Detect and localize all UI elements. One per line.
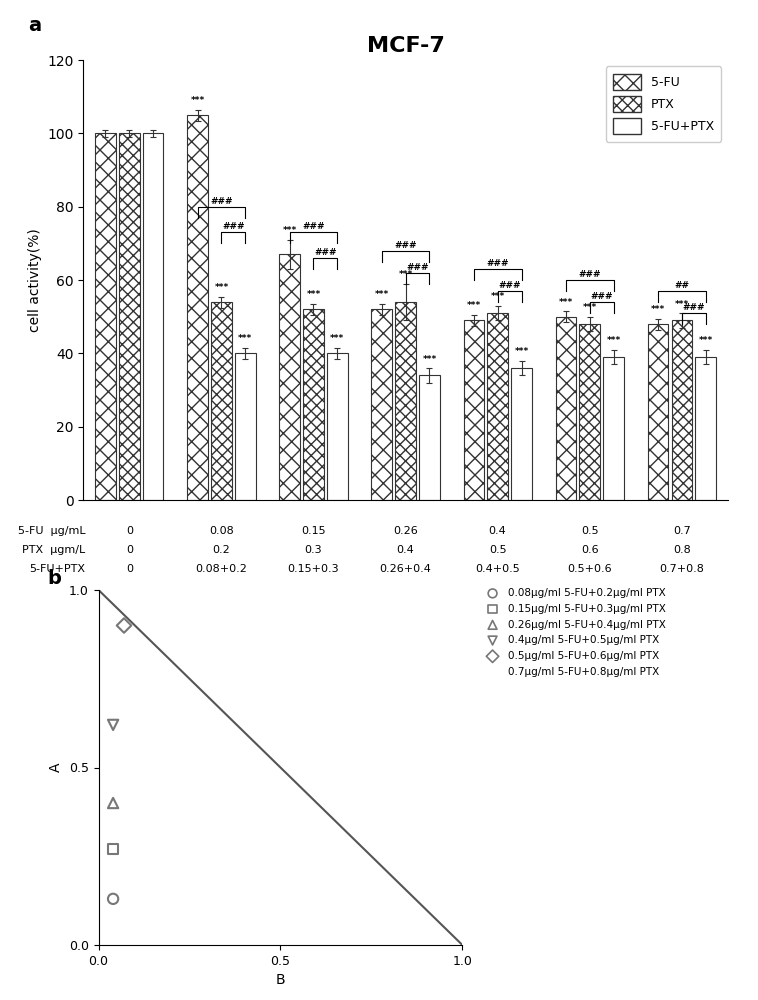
Title: MCF-7: MCF-7 <box>367 36 444 56</box>
Text: ***: *** <box>515 347 528 356</box>
Text: ***: *** <box>650 305 665 314</box>
Text: 0.4+0.5: 0.4+0.5 <box>475 564 520 574</box>
Text: 0.26: 0.26 <box>393 526 418 536</box>
Text: b: b <box>48 569 61 588</box>
Bar <box>579 324 600 500</box>
Bar <box>512 368 531 500</box>
Legend: 0.08μg/ml 5-FU+0.2μg/ml PTX, 0.15μg/ml 5-FU+0.3μg/ml PTX, 0.26μg/ml 5-FU+0.4μg/m: 0.08μg/ml 5-FU+0.2μg/ml PTX, 0.15μg/ml 5… <box>482 588 666 677</box>
Text: ***: *** <box>582 303 597 312</box>
Text: ###: ### <box>210 197 233 206</box>
Legend: 5-FU, PTX, 5-FU+PTX: 5-FU, PTX, 5-FU+PTX <box>606 66 722 142</box>
Point <box>107 795 119 811</box>
Bar <box>371 309 392 500</box>
Text: ***: *** <box>306 290 321 299</box>
Text: 0.7+0.8: 0.7+0.8 <box>659 564 704 574</box>
Text: 0: 0 <box>126 545 133 555</box>
Text: ***: *** <box>559 298 573 307</box>
Text: 0: 0 <box>126 526 133 536</box>
Text: 0.3: 0.3 <box>305 545 322 555</box>
Text: 0.5: 0.5 <box>581 526 598 536</box>
Text: ###: ### <box>394 241 417 250</box>
Text: ***: *** <box>466 301 481 310</box>
Text: ###: ### <box>222 222 245 231</box>
Bar <box>96 133 115 500</box>
Text: ***: *** <box>490 292 505 301</box>
Text: ***: *** <box>215 283 229 292</box>
Text: 0.08+0.2: 0.08+0.2 <box>196 564 247 574</box>
Point <box>107 841 119 857</box>
Text: 0: 0 <box>126 564 133 574</box>
Text: ***: *** <box>283 226 296 235</box>
Y-axis label: A: A <box>49 763 63 772</box>
Text: 0.15: 0.15 <box>301 526 326 536</box>
Text: ###: ### <box>682 303 705 312</box>
Bar <box>119 133 139 500</box>
Point <box>409 760 421 776</box>
Text: 0.7: 0.7 <box>673 526 691 536</box>
Text: ###: ### <box>578 270 601 279</box>
Text: 0.08: 0.08 <box>209 526 233 536</box>
Bar <box>235 353 255 500</box>
Text: 0.2: 0.2 <box>212 545 230 555</box>
Text: ***: *** <box>190 96 205 105</box>
Text: ###: ### <box>315 248 337 257</box>
Bar <box>647 324 668 500</box>
Bar <box>327 353 347 500</box>
Text: ***: *** <box>675 300 689 309</box>
Text: ***: *** <box>422 355 437 364</box>
Text: 0.26+0.4: 0.26+0.4 <box>380 564 431 574</box>
Bar <box>143 133 164 500</box>
Text: ***: *** <box>374 290 389 299</box>
X-axis label: B: B <box>276 973 285 987</box>
Y-axis label: cell activity(%): cell activity(%) <box>28 228 42 332</box>
Bar <box>487 313 508 500</box>
Text: ***: *** <box>399 270 412 279</box>
Text: ###: ### <box>302 222 324 231</box>
Bar <box>211 302 232 500</box>
Text: 0.8: 0.8 <box>673 545 691 555</box>
Text: ###: ### <box>590 292 612 301</box>
Bar <box>396 302 415 500</box>
Text: PTX  μgm/L: PTX μgm/L <box>22 545 85 555</box>
Point <box>107 891 119 907</box>
Bar <box>303 309 324 500</box>
Bar <box>280 254 299 500</box>
Text: 0.15+0.3: 0.15+0.3 <box>288 564 340 574</box>
Bar <box>187 115 208 500</box>
Bar <box>603 357 624 500</box>
Text: a: a <box>29 16 42 35</box>
Text: 5-FU  μg/mL: 5-FU μg/mL <box>17 526 85 536</box>
Point <box>107 717 119 733</box>
Text: 0.6: 0.6 <box>581 545 598 555</box>
Text: 0.4: 0.4 <box>489 526 506 536</box>
Text: 5-FU+PTX: 5-FU+PTX <box>30 564 85 574</box>
Bar <box>672 320 692 500</box>
Text: ##: ## <box>674 281 689 290</box>
Bar <box>419 375 440 500</box>
Text: ***: *** <box>606 336 621 345</box>
Text: ***: *** <box>238 334 252 343</box>
Text: ###: ### <box>498 281 521 290</box>
Point <box>118 617 130 634</box>
Bar <box>556 317 576 500</box>
Text: 0.5: 0.5 <box>489 545 506 555</box>
Text: ###: ### <box>487 259 509 268</box>
Text: ***: *** <box>698 336 713 345</box>
Bar <box>463 320 484 500</box>
Bar <box>695 357 716 500</box>
Text: 0.4: 0.4 <box>396 545 415 555</box>
Text: ###: ### <box>406 263 429 272</box>
Text: 0.5+0.6: 0.5+0.6 <box>567 564 612 574</box>
Text: ***: *** <box>330 334 345 343</box>
